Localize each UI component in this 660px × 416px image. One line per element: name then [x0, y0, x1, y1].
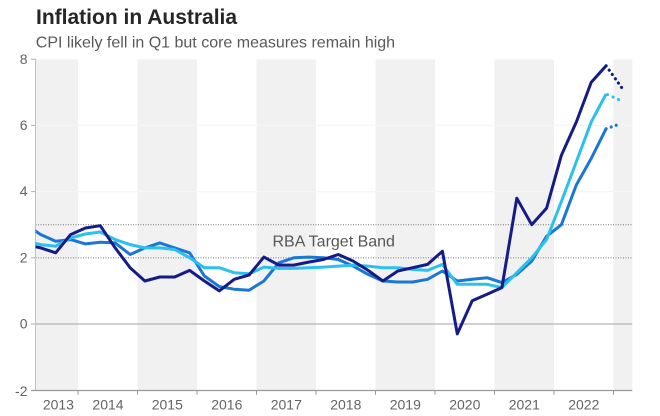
- svg-text:6: 6: [20, 117, 28, 133]
- svg-text:CPI likely fell in Q1 but core: CPI likely fell in Q1 but core measures …: [36, 35, 395, 52]
- svg-text:0: 0: [20, 316, 28, 332]
- svg-text:2014: 2014: [92, 397, 123, 413]
- svg-text:Inflation in Australia: Inflation in Australia: [36, 6, 237, 29]
- svg-text:2019: 2019: [390, 397, 421, 413]
- svg-text:2022: 2022: [568, 397, 599, 413]
- svg-text:2017: 2017: [271, 397, 302, 413]
- svg-text:2020: 2020: [449, 397, 480, 413]
- svg-text:-2: -2: [15, 383, 28, 399]
- svg-text:2: 2: [20, 249, 28, 265]
- svg-text:RBA Target Band: RBA Target Band: [273, 234, 395, 251]
- svg-text:2018: 2018: [330, 397, 361, 413]
- svg-text:4: 4: [20, 183, 28, 199]
- svg-text:2016: 2016: [211, 397, 242, 413]
- svg-text:2015: 2015: [152, 397, 183, 413]
- svg-text:8: 8: [20, 51, 28, 67]
- svg-text:2021: 2021: [509, 397, 540, 413]
- svg-text:2013: 2013: [43, 397, 74, 413]
